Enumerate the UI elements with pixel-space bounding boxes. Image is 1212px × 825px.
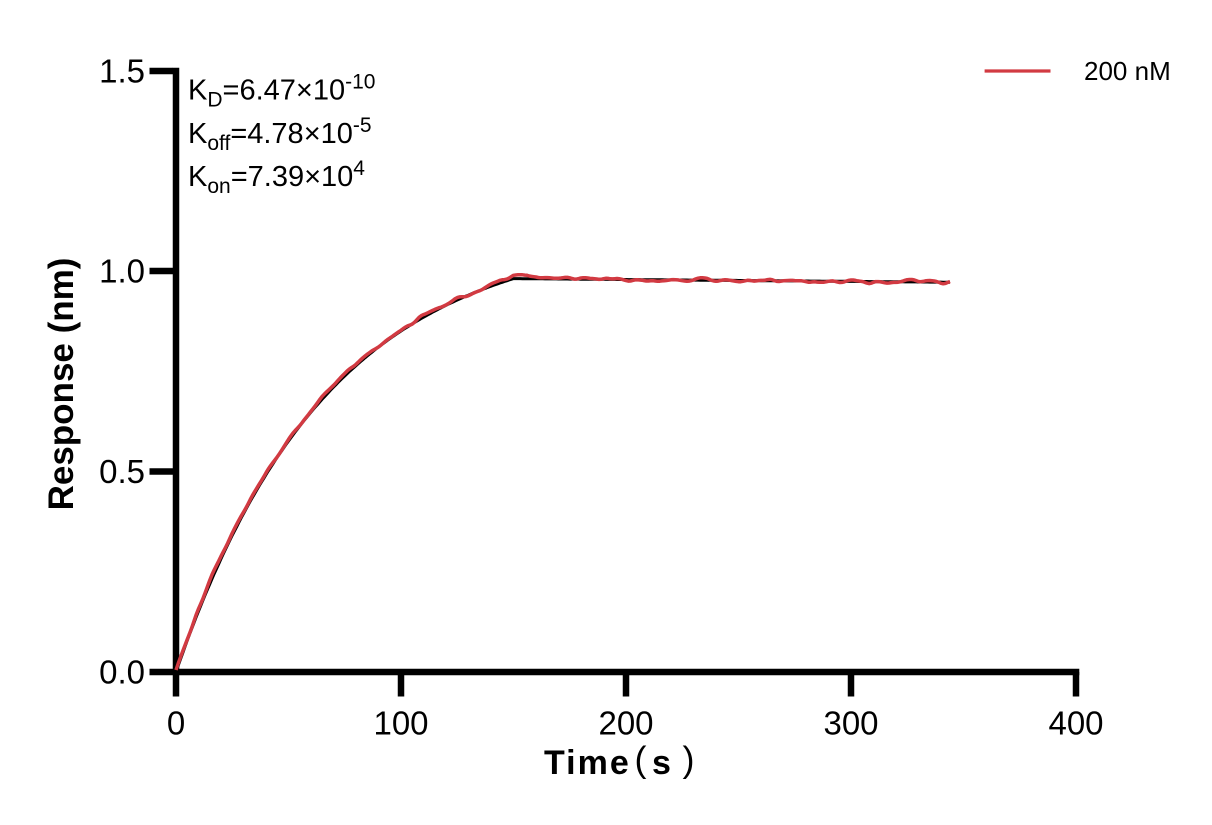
svg-text:400: 400 bbox=[1048, 705, 1103, 742]
svg-text:Time(s): Time(s) bbox=[544, 739, 697, 783]
svg-text:Response (nm): Response (nm) bbox=[42, 258, 81, 511]
svg-text:1.5: 1.5 bbox=[99, 53, 145, 90]
svg-text:1.0: 1.0 bbox=[99, 253, 145, 290]
svg-text:100: 100 bbox=[373, 705, 428, 742]
svg-text:300: 300 bbox=[823, 705, 878, 742]
svg-text:0.5: 0.5 bbox=[99, 453, 145, 490]
svg-text:KD=6.47×10-10: KD=6.47×10-10 bbox=[188, 71, 375, 112]
svg-text:200: 200 bbox=[598, 705, 653, 742]
svg-text:0: 0 bbox=[167, 705, 185, 742]
svg-text:0.0: 0.0 bbox=[99, 654, 145, 691]
svg-text:200 nM: 200 nM bbox=[1084, 56, 1171, 86]
